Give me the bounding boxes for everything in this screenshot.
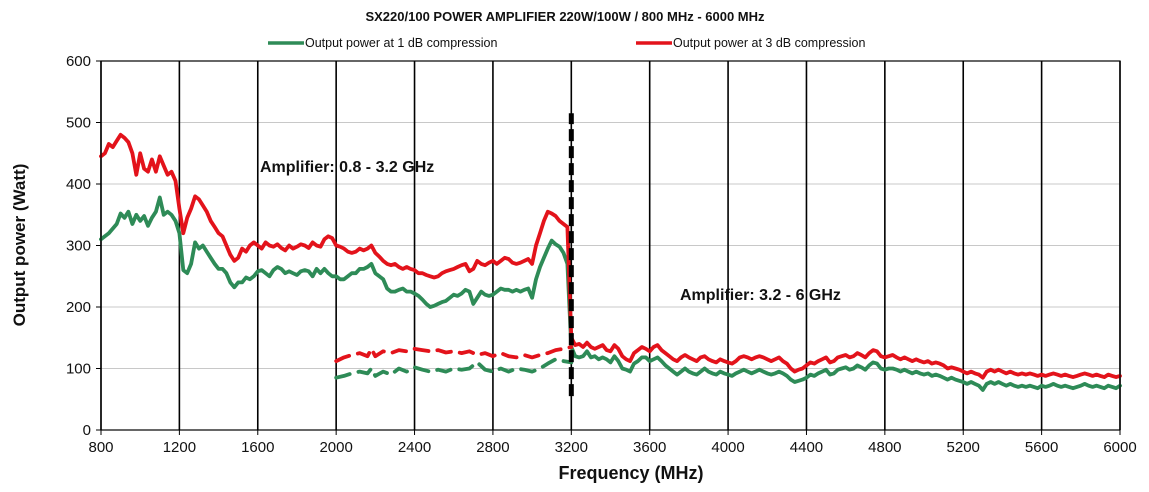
x-tick-label: 3200 (555, 439, 588, 456)
x-tick-label: 4400 (790, 439, 823, 456)
chart-title: SX220/100 POWER AMPLIFIER 220W/100W / 80… (365, 9, 765, 24)
y-tick-label: 100 (66, 361, 91, 378)
legend-label-3db: Output power at 3 dB compression (673, 36, 866, 50)
x-axis-label: Frequency (MHz) (558, 463, 703, 483)
x-tick-label: 2000 (319, 439, 352, 456)
y-tick-label: 400 (66, 176, 91, 193)
x-axis-ticks: 800 1200 1600 2000 2400 2800 3200 3600 4000 4400 4… (88, 430, 1137, 456)
series-line-3-dashed (334, 357, 574, 380)
x-tick-label: 1200 (163, 439, 196, 456)
y-tick-label: 200 (66, 299, 91, 316)
y-tick-label: 600 (66, 53, 91, 70)
series-line-1 (99, 195, 1122, 392)
x-tick-label: 1600 (241, 439, 274, 456)
annotation-low-band: Amplifier: 0.8 - 3.2 GHz (260, 159, 434, 176)
x-tick-label: 2400 (398, 439, 431, 456)
x-tick-label: 5600 (1025, 439, 1058, 456)
x-tick-label: 5200 (947, 439, 980, 456)
x-tick-label: 2800 (476, 439, 509, 456)
annotation-high-band: Amplifier: 3.2 - 6 GHz (680, 287, 841, 304)
x-tick-label: 6000 (1103, 439, 1136, 456)
y-axis-label: Output power (Watt) (10, 164, 29, 327)
y-tick-label: 300 (66, 238, 91, 255)
x-tick-label: 3600 (633, 439, 666, 456)
legend: Output power at 1 dB compression Output … (268, 36, 866, 50)
x-tick-label: 800 (88, 439, 113, 456)
plot-frame (100, 60, 1121, 431)
series-layer (99, 132, 1122, 392)
x-tick-label: 4800 (868, 439, 901, 456)
y-tick-label: 500 (66, 115, 91, 132)
series-line-2 (99, 132, 1122, 380)
legend-label-1db: Output power at 1 dB compression (305, 36, 498, 50)
y-tick-label: 0 (83, 422, 91, 439)
series-line-4-dashed (334, 345, 574, 363)
x-tick-label: 4000 (711, 439, 744, 456)
y-axis-ticks: 0 100 200 300 400 500 600 (66, 53, 101, 439)
